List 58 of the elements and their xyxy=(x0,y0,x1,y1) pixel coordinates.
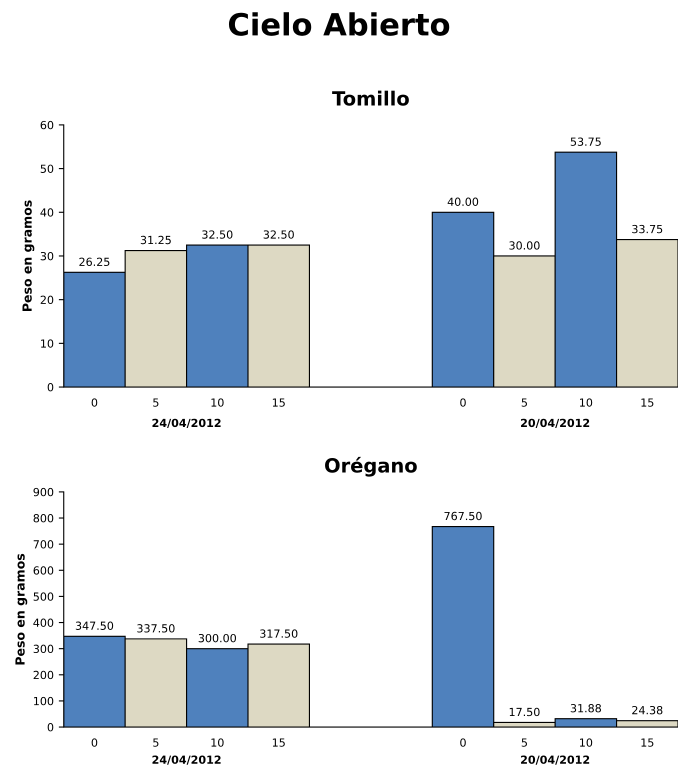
data-label: 347.50 xyxy=(76,622,114,630)
data-label: 31.25 xyxy=(140,236,171,244)
y-tick-label: 100 xyxy=(34,696,54,706)
y-tick-label: 200 xyxy=(34,670,54,680)
data-label: 30.00 xyxy=(509,241,540,250)
y-tick-label: 0 xyxy=(48,383,54,392)
text: 20/04/2012 xyxy=(521,418,590,428)
x-tick-label: 0 xyxy=(460,738,466,747)
data-label: 767.50 xyxy=(444,512,482,520)
data-label: 300.00 xyxy=(198,634,236,642)
y-tick-label: 300 xyxy=(34,644,54,654)
data-label: 32.50 xyxy=(202,230,232,239)
y-tick-label: 600 xyxy=(34,566,54,575)
y-axis-title: Peso en gramos xyxy=(22,200,34,311)
y-tick-label: 0 xyxy=(48,723,54,732)
data-label: 24.38 xyxy=(632,706,662,714)
data-label: 317.50 xyxy=(260,629,298,638)
y-tick-label: 400 xyxy=(33,618,54,627)
y-tick-label: 50 xyxy=(40,164,54,173)
x-tick-label: 15 xyxy=(272,738,285,747)
x-tick-label: 15 xyxy=(272,398,285,407)
x-tick-label: 15 xyxy=(641,738,654,747)
x-tick-label: 0 xyxy=(460,398,466,407)
chart-title: Tomillo xyxy=(332,90,409,106)
data-label: 32.50 xyxy=(264,230,294,239)
x-tick-label: 5 xyxy=(153,398,158,407)
y-tick-label: 900 xyxy=(34,488,54,496)
data-label: 17.50 xyxy=(510,708,540,716)
y-tick-label: 60 xyxy=(40,120,54,130)
y-tick-label: 500 xyxy=(34,592,54,601)
data-label: 26.25 xyxy=(79,258,110,266)
y-tick-label: 800 xyxy=(34,514,54,522)
x-tick-label: 0 xyxy=(92,398,98,407)
y-axis-title: Peso en gramos xyxy=(15,554,28,664)
data-label: 53.75 xyxy=(570,137,601,146)
x-tick-label: 10 xyxy=(580,738,592,747)
x-tick-label: 10 xyxy=(580,398,592,407)
x-tick-label: 5 xyxy=(522,738,527,747)
data-label: 337.50 xyxy=(137,624,175,633)
chart-title: Orégano xyxy=(325,456,417,477)
x-tick-label: 10 xyxy=(211,738,224,747)
x-tick-label: 10 xyxy=(211,398,224,407)
x-tick-label: 5 xyxy=(522,398,527,407)
data-label: 31.88 xyxy=(570,704,602,712)
text: Cielo Abierto xyxy=(228,12,450,36)
text: 20/04/2012 xyxy=(521,755,590,765)
y-tick-label: 10 xyxy=(41,339,54,348)
y-tick-label: 40 xyxy=(40,208,54,217)
y-tick-label: 30 xyxy=(40,252,54,260)
x-tick-label: 0 xyxy=(92,738,98,747)
y-tick-label: 20 xyxy=(40,296,54,304)
data-label: 33.75 xyxy=(632,224,662,234)
x-tick-label: 15 xyxy=(641,398,654,407)
y-tick-label: 700 xyxy=(34,540,54,549)
data-label: 40.00 xyxy=(448,198,478,206)
x-tick-label: 5 xyxy=(153,738,158,747)
text: 24/04/2012 xyxy=(152,418,221,428)
text: 24/04/2012 xyxy=(152,755,221,765)
